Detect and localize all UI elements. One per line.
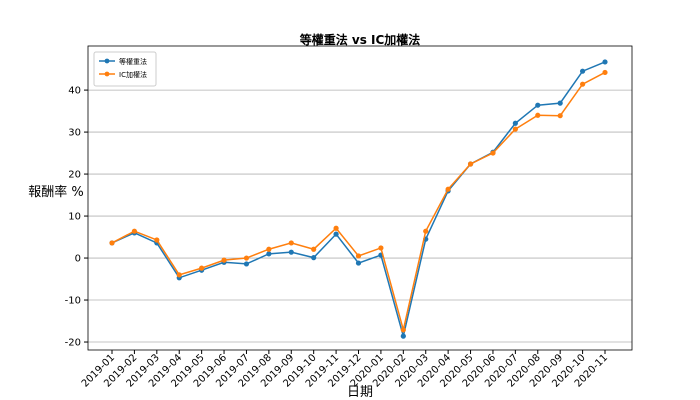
data-point (467, 161, 474, 167)
data-point (243, 255, 250, 261)
y-tick-label: 30 (68, 128, 81, 139)
data-point (602, 69, 608, 76)
legend-label: IC加權法 (119, 70, 147, 79)
data-point (512, 126, 518, 132)
data-point (355, 260, 362, 266)
data-point (490, 150, 496, 156)
data-point (243, 261, 250, 267)
legend-marker (104, 71, 110, 77)
data-point (400, 333, 406, 339)
data-point (266, 246, 272, 252)
data-point (333, 225, 339, 231)
data-point (199, 265, 205, 271)
series-line (111, 61, 606, 337)
legend-label: 等權重法 (119, 57, 147, 66)
legend-marker (104, 58, 110, 64)
y-tick-label: -10 (65, 296, 81, 307)
data-point (400, 327, 406, 333)
data-point (109, 240, 115, 246)
data-point (288, 249, 294, 255)
x-axis-label: 日期 (347, 385, 373, 400)
data-point (355, 253, 362, 259)
data-point (131, 228, 138, 234)
y-tick-label: 40 (68, 86, 81, 97)
plot-frame (87, 45, 633, 351)
data-point (266, 251, 272, 257)
data-point (176, 272, 182, 278)
data-point (557, 100, 563, 106)
data-point (535, 102, 541, 108)
data-point (423, 228, 429, 234)
data-point (288, 240, 294, 246)
chart-title: 等權重法 vs IC加權法 (299, 32, 421, 47)
y-tick-label: -20 (65, 338, 81, 349)
data-point (311, 255, 317, 261)
data-point (333, 231, 339, 237)
data-point (378, 245, 384, 251)
data-point (602, 59, 608, 65)
data-point (221, 257, 227, 263)
data-point (535, 112, 541, 118)
data-point (445, 186, 451, 192)
data-point (154, 237, 160, 243)
y-tick-label: 0 (75, 254, 81, 265)
data-point (512, 120, 518, 126)
data-point (579, 68, 586, 74)
data-point (311, 246, 317, 252)
y-tick-label: 10 (68, 212, 81, 223)
y-axis-label: 報酬率 % (28, 184, 84, 200)
data-point (557, 113, 563, 119)
y-tick-label: 20 (68, 170, 81, 181)
data-point (579, 81, 586, 87)
